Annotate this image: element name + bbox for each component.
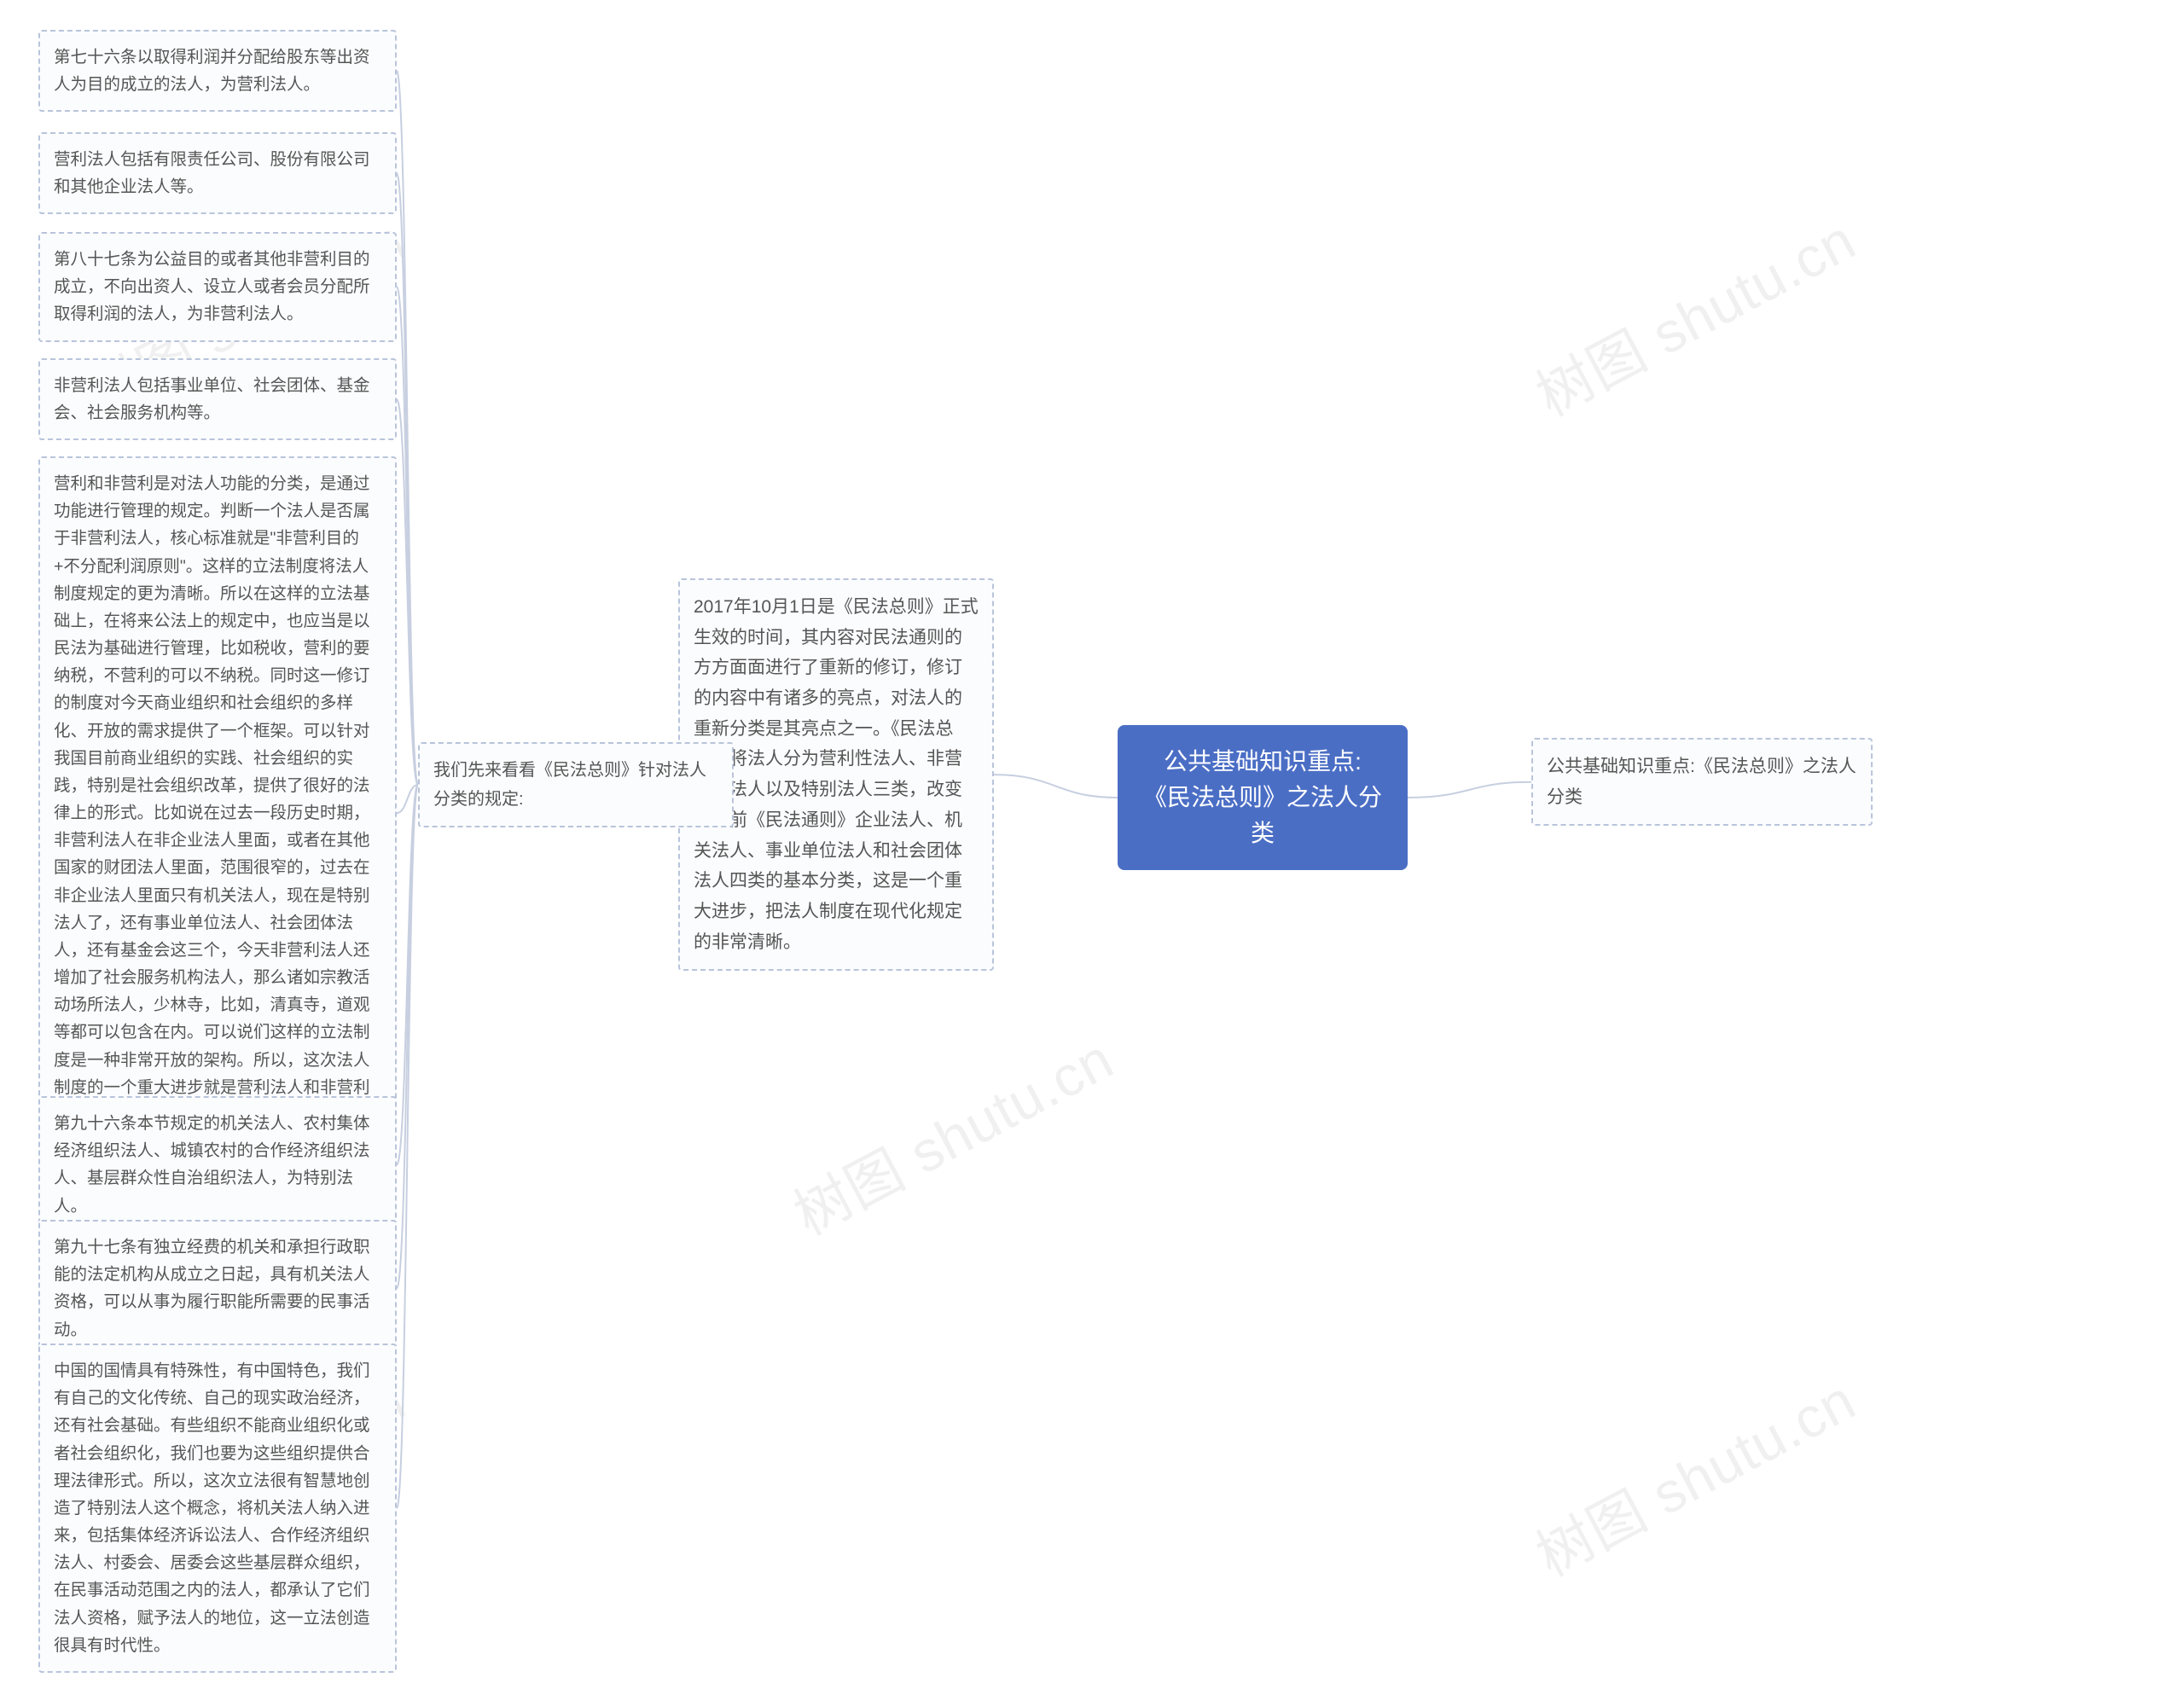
watermark-5: 树图 shutu.cn: [1520, 1355, 1868, 1593]
mindmap-canvas: 树图 shutu.cn 树图 shutu.cn 树图 shutu.cn 树图 s…: [0, 0, 2184, 1689]
leaf-node[interactable]: 中国的国情具有特殊性，有中国特色，我们有自己的文化传统、自己的现实政治经济，还有…: [38, 1344, 397, 1673]
leaf-node[interactable]: 非营利法人包括事业单位、社会团体、基金会、社会服务机构等。: [38, 358, 397, 440]
leaf-node[interactable]: 第九十七条有独立经费的机关和承担行政职能的法定机构从成立之日起，具有机关法人资格…: [38, 1220, 397, 1357]
branch-sub[interactable]: 我们先来看看《民法总则》针对法人分类的规定:: [418, 742, 734, 827]
leaf-node[interactable]: 营利法人包括有限责任公司、股份有限公司和其他企业法人等。: [38, 132, 397, 214]
leaf-node[interactable]: 第八十七条为公益目的或者其他非营利目的成立，不向出资人、设立人或者会员分配所取得…: [38, 232, 397, 342]
branch-right[interactable]: 公共基础知识重点:《民法总则》之法人分类: [1531, 738, 1873, 826]
leaf-node[interactable]: 第七十六条以取得利润并分配给股东等出资人为目的成立的法人，为营利法人。: [38, 30, 397, 112]
leaf-node[interactable]: 营利和非营利是对法人功能的分类，是通过功能进行管理的规定。判断一个法人是否属于非…: [38, 456, 397, 1170]
leaf-node[interactable]: 第九十六条本节规定的机关法人、农村集体经济组织法人、城镇农村的合作经济组织法人、…: [38, 1096, 397, 1233]
root-node[interactable]: 公共基础知识重点:《民法总则》之法人分类: [1118, 725, 1408, 870]
watermark-3: 树图 shutu.cn: [778, 1014, 1126, 1251]
watermark-2: 树图 shutu.cn: [1520, 195, 1868, 432]
